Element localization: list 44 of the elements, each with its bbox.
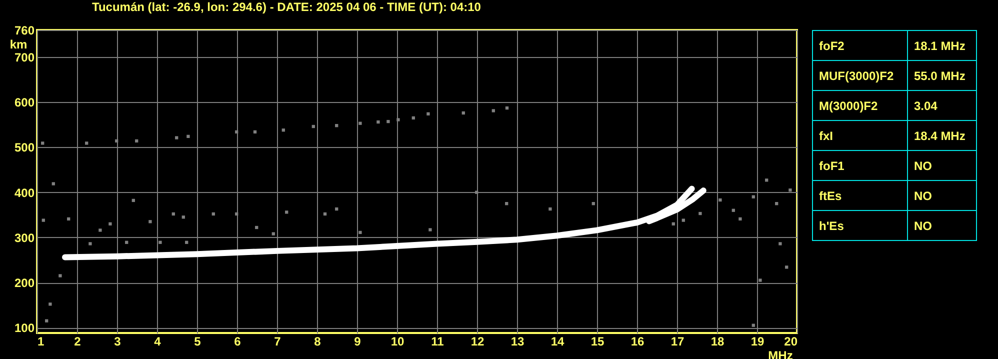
x-tick-label: 11 [431, 334, 444, 348]
text: fxI [812, 120, 908, 150]
y-axis-title: km [10, 38, 28, 52]
x-tick-label: 14 [550, 334, 564, 348]
x-tick-label: 9 [354, 334, 362, 348]
x-tick-label: 2 [74, 334, 82, 348]
x-tick-label: 7 [274, 334, 282, 348]
x-tick-label: 8 [314, 334, 322, 348]
x-tick-label: 4 [154, 334, 162, 348]
x-tick-label: 18 [710, 334, 724, 348]
text: 3.04 [908, 90, 976, 120]
y-tick-label: 100 [14, 321, 35, 336]
y-tick-label: 700 [14, 50, 35, 65]
text: h'Es [812, 210, 908, 240]
text: M(3000)F2 [812, 90, 908, 120]
y-tick-label: 400 [14, 186, 35, 200]
x-tick-label: 13 [510, 334, 524, 348]
y-tick-label: 500 [14, 140, 35, 155]
text: 18.1 MHz [908, 30, 976, 60]
text: MUF(3000)F2 [812, 60, 908, 90]
x-tick-label: 1 [38, 334, 44, 348]
text: NO [908, 180, 976, 210]
y-tick-label: 760 [14, 24, 35, 38]
x-tick-label: 20 [784, 334, 798, 348]
text: 18.4 MHz [908, 120, 976, 150]
x-tick-label: 16 [630, 334, 644, 348]
x-tick-label: 12 [470, 334, 484, 348]
x-tick-label: 19 [750, 334, 764, 348]
x-tick-label: 15 [590, 334, 604, 348]
text: foF1 [812, 150, 908, 180]
x-tick-label: 17 [670, 334, 684, 348]
text: foF2 [812, 30, 908, 60]
y-tick-label: 600 [14, 96, 35, 110]
x-tick-label: 10 [390, 334, 404, 348]
text: NO [908, 150, 976, 180]
text: NO [908, 210, 976, 240]
y-tick-label: 200 [14, 276, 35, 290]
x-tick-label: 6 [234, 334, 242, 348]
y-tick-label: 300 [14, 230, 35, 245]
chart-title: Tucumán (lat: -26.9, lon: 294.6) - DATE: 2025 04 06 - TIME (UT): 04:10 [92, 0, 481, 14]
text: ftEs [812, 180, 908, 210]
text: 55.0 MHz [908, 60, 976, 90]
x-tick-label: 3 [114, 334, 122, 348]
x-tick-label: 5 [194, 334, 202, 348]
